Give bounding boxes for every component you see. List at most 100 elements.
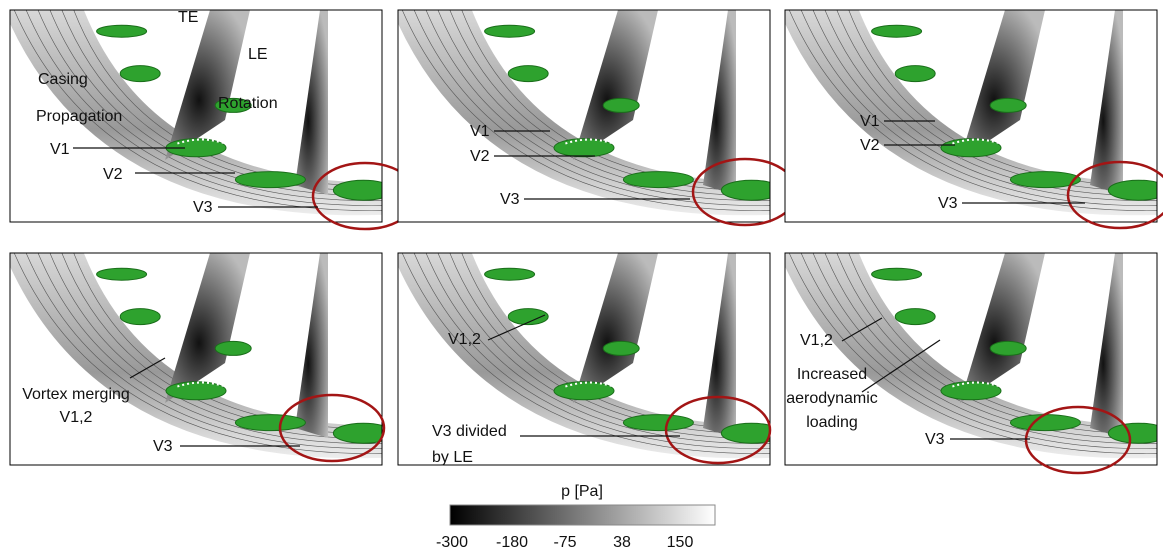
streak [402,253,770,454]
colorbar-tick-label: 38 [613,534,631,551]
leader-line [841,317,883,342]
blade [573,10,658,160]
vortex [940,138,1002,158]
blade [703,253,736,438]
colorbar-tick-label: -180 [496,534,528,551]
colorbar-tick-label: -75 [553,534,576,551]
annotation: V3 [938,195,958,212]
annotation: Casing [38,71,88,88]
vortex [602,97,640,113]
casing-band [398,253,770,459]
leader-line [129,357,166,379]
annotation: V2 [470,148,490,165]
annotation: V3 [193,199,213,216]
vortex [214,97,252,113]
vortex [507,65,549,83]
vortex [894,308,936,326]
colorbar-tick-label: 150 [667,534,694,551]
casing-band [10,10,382,216]
panel: TE LE Casing Rotation Propagation V1 V2 V3 [9,9,419,231]
vortex [96,267,148,281]
leader-line [861,339,941,393]
panel-image [10,253,382,465]
panel-border [784,252,1158,466]
vortex [96,24,148,38]
annotation: V3 [153,438,173,455]
vortex [720,179,770,201]
vortex-core [952,381,1013,393]
blade [1090,10,1123,195]
panel: V1,2 V3 divided by LE [397,252,772,466]
panel-image [785,253,1157,465]
panel-image [785,10,1157,222]
vortex [1009,414,1081,432]
vortex [1107,179,1157,201]
blade [960,10,1045,160]
blade [573,253,658,403]
panel: V1 V2 V3 [784,9,1163,230]
annotation: Increased [797,366,867,383]
streak [425,253,770,444]
vortex [332,422,382,444]
streak [413,253,770,449]
annotation: V3 [925,431,945,448]
blade [1090,253,1123,438]
streak [25,253,382,449]
panel-border [9,9,383,223]
streak [812,10,1157,201]
annotation: V2 [103,166,123,183]
vortex [1009,171,1081,189]
annotation: Rotation [218,95,278,112]
annotation: TE [178,9,198,26]
leader-line [487,314,546,341]
vortex [894,65,936,83]
annotation: V1,2 [800,332,833,349]
vortex [602,340,640,356]
colorbar-tick-label: -300 [436,534,468,551]
annotation: V3 divided [432,423,507,440]
vortex [332,179,382,201]
vortex-core [565,381,626,393]
annotation: aerodynamic [786,390,878,407]
annotation: Propagation [36,108,122,125]
vortex [989,97,1027,113]
vortex [507,308,549,326]
vortex [1107,422,1157,444]
streak [25,10,382,206]
vortex [622,171,694,189]
vortex [484,24,536,38]
blade [295,10,328,195]
panel: Vortex merging V1,2 V3 [9,252,386,466]
vortex [871,267,923,281]
blade [165,10,250,160]
vortex [720,422,770,444]
annotation: V1,2 [60,409,93,426]
streak [413,10,770,206]
annotation: V2 [860,137,880,154]
panel-image [398,10,770,222]
panel-border [397,9,771,223]
casing-band [785,253,1157,459]
vortex [622,414,694,432]
streak [789,10,1157,211]
panel-image [10,10,382,222]
vortex [165,381,227,401]
colorbar [449,504,716,526]
annotation: V1 [470,123,490,140]
vortex [553,381,615,401]
streak [812,253,1157,444]
annotation: V1,2 [448,331,481,348]
vortex [940,381,1002,401]
annotation: by LE [432,449,473,466]
vortex [553,138,615,158]
streak [14,253,382,454]
vortex-core [565,138,626,150]
highlight-ellipse [1024,405,1132,475]
annotation: loading [806,414,858,431]
annotation: LE [248,46,268,63]
blade [703,10,736,195]
streak [14,10,382,211]
casing-band [398,10,770,216]
